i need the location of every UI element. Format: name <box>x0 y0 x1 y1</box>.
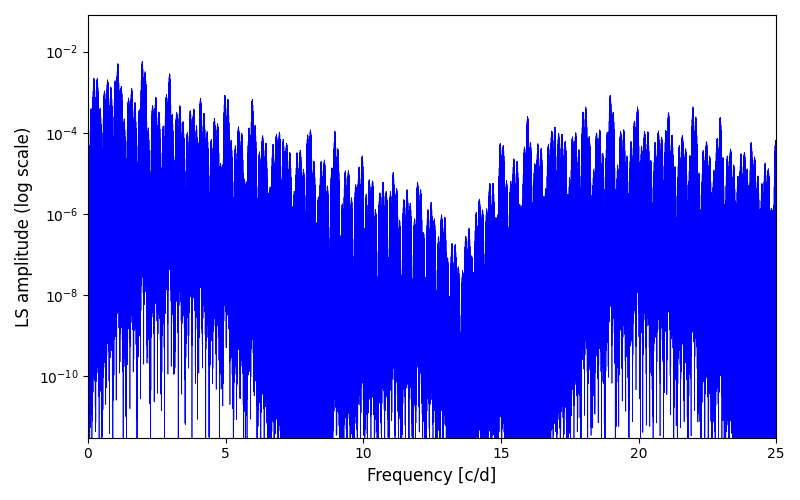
X-axis label: Frequency [c/d]: Frequency [c/d] <box>367 467 497 485</box>
Y-axis label: LS amplitude (log scale): LS amplitude (log scale) <box>15 126 33 326</box>
